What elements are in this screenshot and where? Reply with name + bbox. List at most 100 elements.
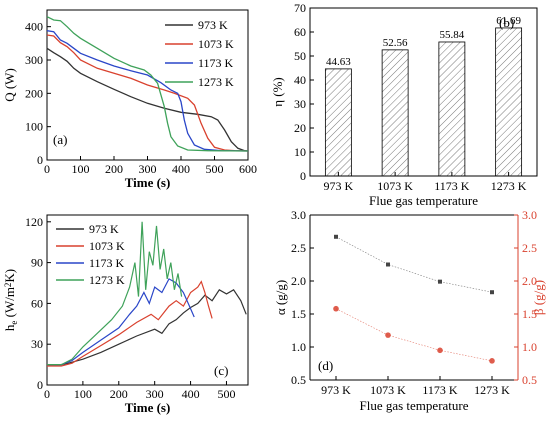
- panel-c-xtick-label: 100: [74, 387, 92, 401]
- panel-b-ytick-label: 70: [294, 1, 306, 15]
- panel-a-xtick-label: 0: [44, 162, 50, 176]
- panel-b-ytick-label: 50: [294, 49, 306, 63]
- panel-d-right-ytick-label: 2.5: [522, 241, 537, 255]
- panel-a-label: (a): [53, 132, 67, 147]
- panel-b-ytick-label: 0: [300, 169, 306, 183]
- panel-c-series-line: [47, 278, 195, 366]
- panel-b-frame: [309, 7, 538, 177]
- panel-d-category-label: 1273 K: [474, 383, 510, 397]
- panel-c-ytick-label: 90: [31, 256, 43, 270]
- panel-d-right-ytick-label: 1.5: [522, 307, 537, 321]
- panel-d-xlabel: Flue gas temperature: [359, 398, 468, 413]
- panel-c-legend-label: 1073 K: [89, 239, 125, 253]
- panel-c-ytick-label: 120: [25, 215, 43, 229]
- panel-b-bar: [381, 49, 409, 177]
- panel-d-left-ytick-label: 3.0: [291, 208, 306, 222]
- panel-b-ytick-label: 40: [294, 73, 306, 87]
- panel-d-alpha-marker: [490, 290, 494, 295]
- panel-a-legend-label: 973 K: [198, 18, 228, 32]
- panel-b-bar: [438, 41, 466, 177]
- panel-c-xtick-label: 200: [110, 387, 128, 401]
- panel-b-category-label: 1073 K: [377, 179, 413, 193]
- panel-a-xtick-label: 500: [206, 162, 224, 176]
- panel-d-category-label: 1073 K: [370, 383, 406, 397]
- panel-c-ylabel-part: h: [2, 324, 17, 331]
- panel-b-label: (b): [499, 15, 514, 30]
- panel-a-ytick-label: 200: [25, 86, 43, 100]
- panel-a-xtick-label: 100: [72, 162, 90, 176]
- panel-a-ytick-label: 400: [25, 20, 43, 34]
- panel-d-series-line: [335, 308, 493, 362]
- panel-d-alpha-marker: [334, 234, 338, 239]
- panel-c-legend-label: 1273 K: [89, 273, 125, 287]
- panel-c-xtick-label: 0: [44, 387, 50, 401]
- panel-b-ytick-label: 30: [294, 97, 306, 111]
- panel-c-xtick-label: 400: [182, 387, 200, 401]
- panel-c-frame: [46, 214, 249, 386]
- panel-d-left-ytick-label: 2.5: [291, 241, 306, 255]
- panel-c-xtick-label: 300: [146, 387, 164, 401]
- panel-c-label: (c): [214, 363, 228, 378]
- panel-b-ytick-label: 60: [294, 25, 306, 39]
- panel-d-beta-marker: [385, 332, 391, 338]
- panel-a-ytick-label: 300: [25, 53, 43, 67]
- panel-d-category-label: 1173 K: [422, 383, 458, 397]
- panel-b-category-label: 1173 K: [434, 179, 470, 193]
- panel-b-xlabel: Flue gas temperature: [369, 193, 478, 208]
- panel-d-alpha-marker: [386, 262, 390, 267]
- panel-b-ytick-label: 10: [294, 145, 306, 159]
- panel-a-series-line: [46, 16, 249, 152]
- panel-d-left-ytick-label: 1.0: [291, 340, 306, 354]
- panel-b-ytick-label: 20: [294, 121, 306, 135]
- panel-d-category-label: 973 K: [321, 383, 351, 397]
- panel-c-series-line: [47, 221, 183, 366]
- panel-a-xtick-label: 200: [105, 162, 123, 176]
- panel-d-left-ytick-label: 1.5: [291, 307, 306, 321]
- panel-a-ytick-label: 100: [25, 120, 43, 134]
- panel-b-bar: [324, 68, 352, 177]
- panel-d-beta-marker: [489, 358, 495, 364]
- panel-d-series-line: [335, 236, 493, 293]
- panel-c-ytick-label: 60: [31, 296, 43, 310]
- panel-d-right-ytick-label: 1.0: [522, 340, 537, 354]
- panel-d-right-ytick-label: 2.0: [522, 274, 537, 288]
- panel-b-bar-value-label: 61.69: [496, 15, 521, 27]
- panel-c-legend-label: 973 K: [89, 222, 119, 236]
- panel-c-series-line: [47, 280, 213, 367]
- panel-d-right-ytick-label: 0.5: [522, 373, 537, 387]
- panel-a-xtick-label: 400: [172, 162, 190, 176]
- panel-b-bar-value-label: 44.63: [326, 56, 351, 68]
- panel-c-ylabel-part: K): [2, 269, 17, 283]
- panel-c-ylabel-part: (W/m: [2, 287, 17, 321]
- panel-c-ytick-label: 0: [37, 378, 43, 392]
- panel-a-xtick-label: 300: [139, 162, 157, 176]
- panel-b-category-label: 973 K: [324, 179, 354, 193]
- panel-d-right-ytick-label: 3.0: [522, 208, 537, 222]
- panel-d-alpha-marker: [438, 279, 442, 284]
- panel-d-right-ylabel: β (g/g): [531, 280, 546, 315]
- panel-c-ylabel-part: e: [9, 321, 19, 325]
- panel-d-beta-marker: [437, 347, 443, 354]
- panel-d-left-ytick-label: 0.5: [291, 373, 306, 387]
- panel-c-ylabel: he (W/m2K): [2, 269, 19, 331]
- panel-b-bar-value-label: 52.56: [383, 37, 408, 49]
- panel-a-xlabel: Time (s): [125, 175, 171, 190]
- panel-a-ylabel: Q (W): [2, 68, 17, 102]
- panel-c-legend-label: 1173 K: [89, 256, 125, 270]
- panel-b-category-label: 1273 K: [491, 179, 527, 193]
- panel-a-series-line: [46, 34, 249, 152]
- panel-c-ytick-label: 30: [31, 337, 43, 351]
- panel-d-left-ylabel: α (g/g): [273, 280, 288, 315]
- panel-b-ylabel: η (%): [270, 77, 285, 107]
- panel-c-ylabel-part: 2: [3, 283, 13, 288]
- panel-d-left-ytick-label: 2.0: [291, 274, 306, 288]
- panel-a-legend-label: 1273 K: [198, 75, 234, 89]
- panel-c-series-line: [47, 288, 247, 366]
- panel-c-xtick-label: 500: [217, 387, 235, 401]
- panel-b-bar: [495, 27, 523, 177]
- panel-d-label: (d): [318, 358, 333, 373]
- panel-a-xtick-label: 600: [239, 162, 257, 176]
- panel-a-legend-label: 1073 K: [198, 37, 234, 51]
- panel-a-series-line: [46, 47, 249, 152]
